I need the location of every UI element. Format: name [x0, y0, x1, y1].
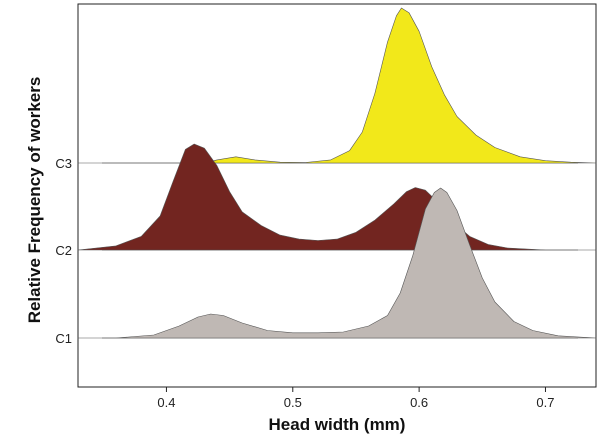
x-tick-label: 0.5	[284, 395, 302, 410]
tick-layer: 0.4 0.5 0.6 0.7	[157, 387, 555, 410]
density-area-c3	[77, 7, 597, 164]
x-tick-label: 0.7	[536, 395, 554, 410]
density-area-c2	[77, 143, 597, 251]
y-axis-title: Relative Frequency of workers	[25, 77, 44, 324]
category-label-layer: C3 C2 C1	[55, 156, 72, 346]
series-layer	[77, 7, 597, 339]
x-tick-label: 0.4	[157, 395, 175, 410]
density-area-c1	[77, 187, 597, 339]
x-tick-label: 0.6	[410, 395, 428, 410]
plot-frame	[77, 3, 597, 388]
category-label-c3: C3	[55, 156, 72, 171]
category-label-c1: C1	[55, 331, 72, 346]
category-label-c2: C2	[55, 243, 72, 258]
x-axis-title: Head width (mm)	[269, 415, 406, 434]
